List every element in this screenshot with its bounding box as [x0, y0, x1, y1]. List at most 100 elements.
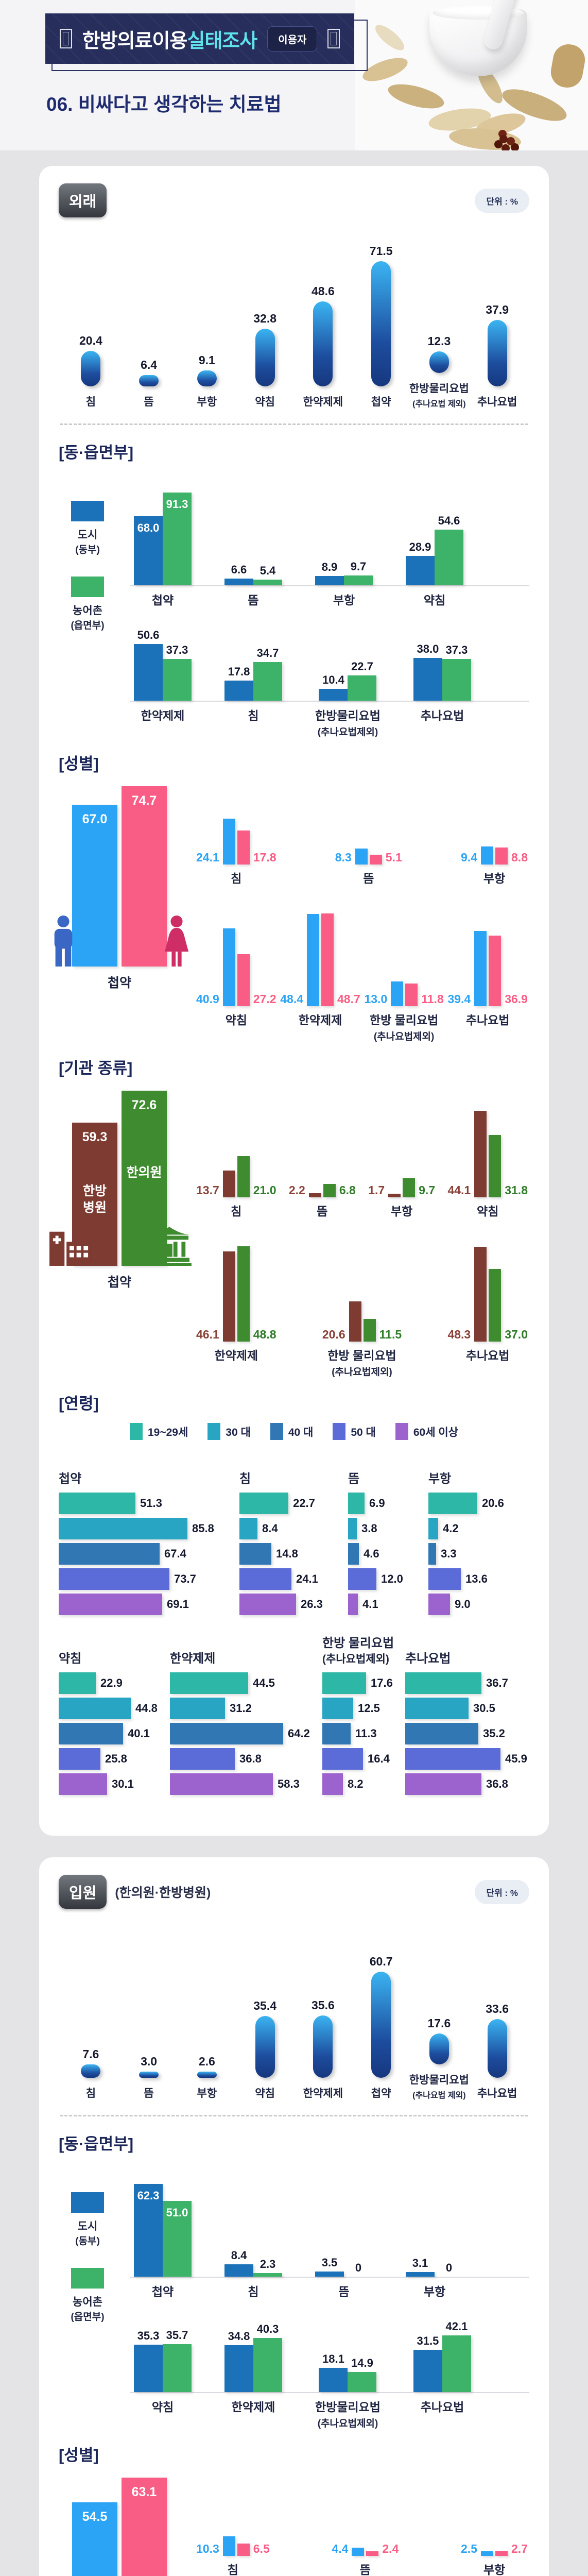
bar-label: 한방물리요법	[409, 2074, 469, 2086]
bar-value: 51.3	[140, 1497, 162, 1510]
page-number: 06.	[46, 94, 73, 115]
bar-value: 35.4	[253, 1999, 276, 2012]
bar-label: 첩약	[107, 1275, 131, 1290]
bar-value: 2.4	[382, 2542, 399, 2555]
bar-value: 17.6	[371, 1676, 393, 1689]
legend-swatch	[333, 1423, 346, 1440]
bar-value: 40.9	[196, 992, 219, 1006]
bar-group: 2.2 6.8 뜸	[287, 1102, 357, 1219]
berries-icon	[499, 135, 508, 143]
bar	[222, 2536, 235, 2556]
bar-value: 14.8	[276, 1547, 298, 1560]
bar	[405, 1723, 478, 1744]
bar-value: 68.0	[137, 521, 160, 534]
bar	[322, 1723, 351, 1744]
report-banner: 한방의료이용실태조사 이용자	[45, 13, 354, 64]
bar	[59, 1723, 123, 1744]
bar-value: 24.1	[196, 851, 219, 864]
section-heading-institution: [기관 종류]	[59, 1059, 133, 1077]
bar-value: 48.8	[253, 1328, 276, 1341]
bar-value: 38.0	[417, 642, 439, 655]
bar-group: 부항 20.6 4.2 3.3 13.6 9.0	[428, 1453, 526, 1619]
bar-label: 침	[239, 1472, 251, 1486]
pill-column: 32.8 약침	[236, 236, 294, 409]
bar-value: 8.2	[348, 1777, 364, 1790]
bar	[134, 644, 163, 701]
bar-value: 31.2	[230, 1702, 252, 1715]
bar-sublabel: (읍면부)	[71, 620, 105, 631]
bar-value: 3.0	[141, 2055, 158, 2068]
legend-swatch	[207, 1423, 221, 1440]
bar	[315, 2272, 344, 2277]
bar	[429, 2033, 449, 2064]
bar-value: 12.3	[427, 334, 451, 348]
bar-value: 3.5	[321, 2256, 338, 2269]
bar-label: 부항	[197, 2088, 217, 2099]
report-title: 한방의료이용실태조사	[82, 25, 258, 53]
inpatient-region-chart: 도시 (동부) 농어촌 (읍면부) 62.3 51.0 첩약 8.4 2.3 침 3.5 0 뜸 3.1 0…	[59, 2163, 529, 2430]
bar-value: 40.3	[256, 2323, 279, 2335]
bar: 74.7	[122, 786, 167, 967]
bar-inner-label: 한방 병원	[82, 1183, 107, 1215]
dashed-divider	[60, 2115, 528, 2116]
bar	[239, 1594, 296, 1615]
bar	[322, 1748, 363, 1770]
bar	[413, 658, 442, 701]
unit-label: 단위 : %	[475, 188, 529, 213]
bar-value: 1.7	[368, 1183, 385, 1197]
bar	[428, 1594, 450, 1615]
bar	[224, 681, 253, 701]
pill-column: 3.0 뜸	[120, 1927, 178, 2100]
dashed-divider	[60, 423, 528, 425]
bar	[224, 2264, 253, 2277]
bar-group: 6.6 5.4 뜸	[224, 472, 282, 608]
bar-label: 한방물리요법	[315, 2400, 381, 2414]
bar-value: 6.5	[253, 2542, 270, 2555]
ornament-icon	[59, 29, 72, 48]
bar	[59, 1773, 107, 1795]
bar-group: 2.5 2.7 부항	[459, 2489, 529, 2576]
bar	[481, 846, 494, 865]
bar-group: 18.1 14.9 한방물리요법 (추나요법제외)	[315, 2315, 381, 2430]
bar-value: 9.7	[350, 560, 367, 573]
bar	[239, 1568, 291, 1590]
bar	[224, 579, 253, 585]
bar-label: 침	[248, 709, 259, 722]
bar	[487, 2019, 507, 2078]
pill-column: 35.6 한약제제	[294, 1927, 352, 2100]
bar-value: 6.6	[231, 563, 247, 576]
bar	[348, 1543, 359, 1565]
pill-column: 9.1 부항	[178, 236, 236, 409]
bar-value: 36.9	[505, 992, 528, 1006]
bar-label: 농어촌	[73, 2296, 102, 2308]
legend-swatch	[71, 2192, 104, 2213]
bar-value: 22.7	[293, 1497, 315, 1510]
bar	[489, 1269, 501, 1342]
bar-value: 60.7	[369, 1955, 393, 1968]
inpatient-card: 입원 (한의원·한방병원) 단위 : % 7.6 침 3.0 뜸 2.6 부항 35.4 약침…	[39, 1857, 549, 2576]
bar-sublabel: (추나요법제외)	[373, 1031, 435, 1042]
bar-group: 17.8 34.7 침	[224, 623, 282, 738]
bar-label: 도시	[77, 2221, 98, 2232]
bar	[253, 580, 282, 585]
bar-value: 27.2	[253, 992, 276, 1006]
hospital-icon	[48, 1227, 92, 1266]
bar	[163, 2344, 192, 2392]
bar	[59, 1493, 135, 1514]
bar-label: 부항	[333, 594, 355, 607]
bar-value: 8.3	[335, 851, 352, 864]
bar	[428, 1518, 438, 1539]
bar-value: 35.2	[483, 1727, 505, 1740]
bar-value: 13.0	[364, 992, 388, 1006]
bar	[237, 1156, 250, 1197]
herb-chip-icon	[385, 79, 447, 113]
bar-value: 31.5	[417, 2334, 439, 2347]
bar-value: 48.3	[447, 1328, 471, 1341]
bar-label: 부항	[197, 396, 217, 408]
bar	[349, 1301, 361, 1342]
bar-group: 68.0 91.3 첩약	[134, 472, 192, 608]
bar	[348, 1594, 358, 1615]
bar	[406, 2272, 435, 2277]
bar-sublabel: (추나요법제외)	[332, 1367, 392, 1378]
bar-label: 뜸	[317, 1205, 328, 1218]
